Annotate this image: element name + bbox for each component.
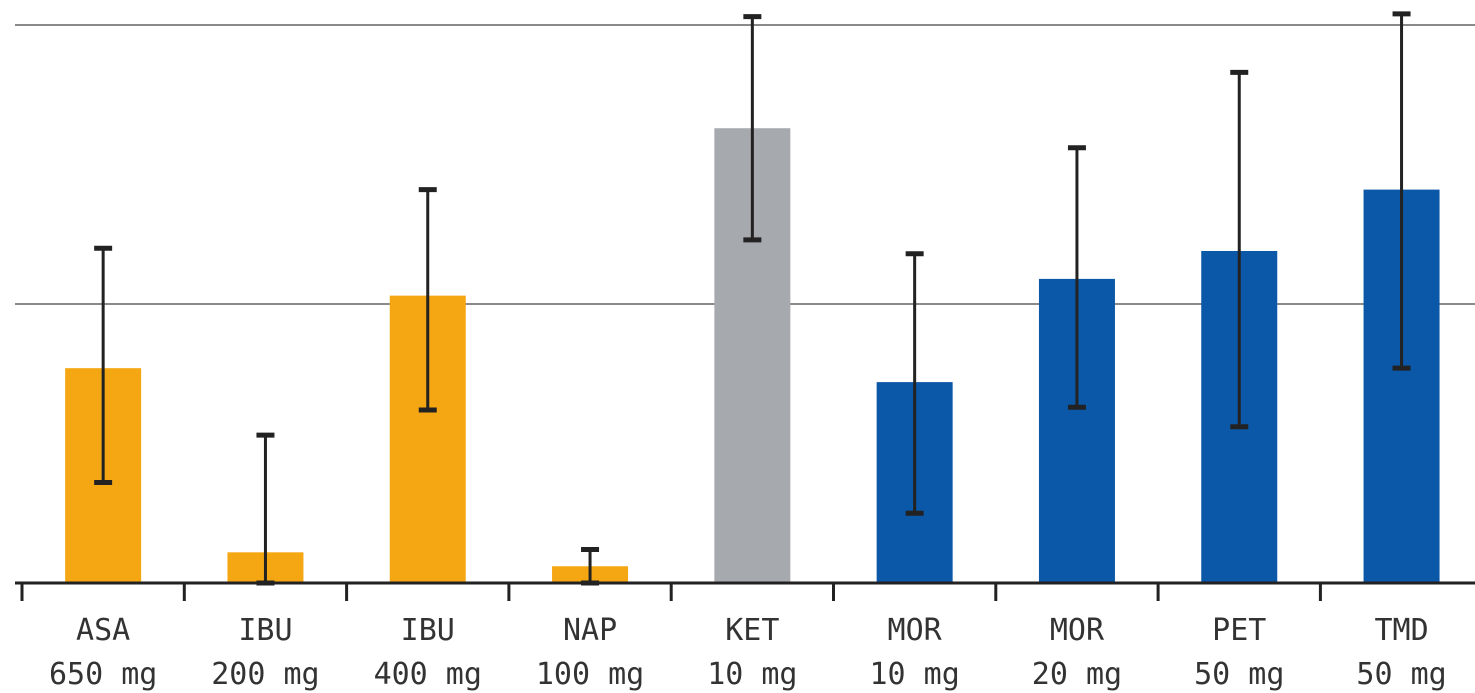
x-tick-label-drug-0: ASA bbox=[76, 613, 130, 648]
x-tick-label-dose-5: 10 mg bbox=[869, 657, 959, 692]
x-tick-label-dose-4: 10 mg bbox=[707, 657, 797, 692]
x-tick-label-drug-2: IBU bbox=[401, 613, 455, 648]
x-tick-label-dose-3: 100 mg bbox=[536, 657, 644, 692]
x-tick-label-dose-0: 650 mg bbox=[49, 657, 157, 692]
x-axis bbox=[15, 581, 1475, 601]
x-tick-label-dose-7: 50 mg bbox=[1194, 657, 1284, 692]
x-tick-label-drug-7: PET bbox=[1212, 613, 1266, 648]
x-tick-label-dose-1: 200 mg bbox=[211, 657, 319, 692]
x-tick-label-dose-6: 20 mg bbox=[1032, 657, 1122, 692]
x-tick-label-drug-1: IBU bbox=[238, 613, 292, 648]
x-tick-label-drug-6: MOR bbox=[1050, 613, 1105, 648]
x-tick-label-dose-2: 400 mg bbox=[374, 657, 482, 692]
x-tick-label-drug-8: TMD bbox=[1374, 613, 1428, 648]
x-tick-label-drug-4: KET bbox=[725, 613, 779, 648]
x-tick-label-drug-5: MOR bbox=[888, 613, 943, 648]
x-tick-label-drug-3: NAP bbox=[563, 613, 617, 648]
x-tick-label-dose-8: 50 mg bbox=[1356, 657, 1446, 692]
x-tick-labels: ASA 650 mg IBU 200 mg IBU 400 mg NAP 100 mg KET 1… bbox=[49, 613, 1447, 692]
